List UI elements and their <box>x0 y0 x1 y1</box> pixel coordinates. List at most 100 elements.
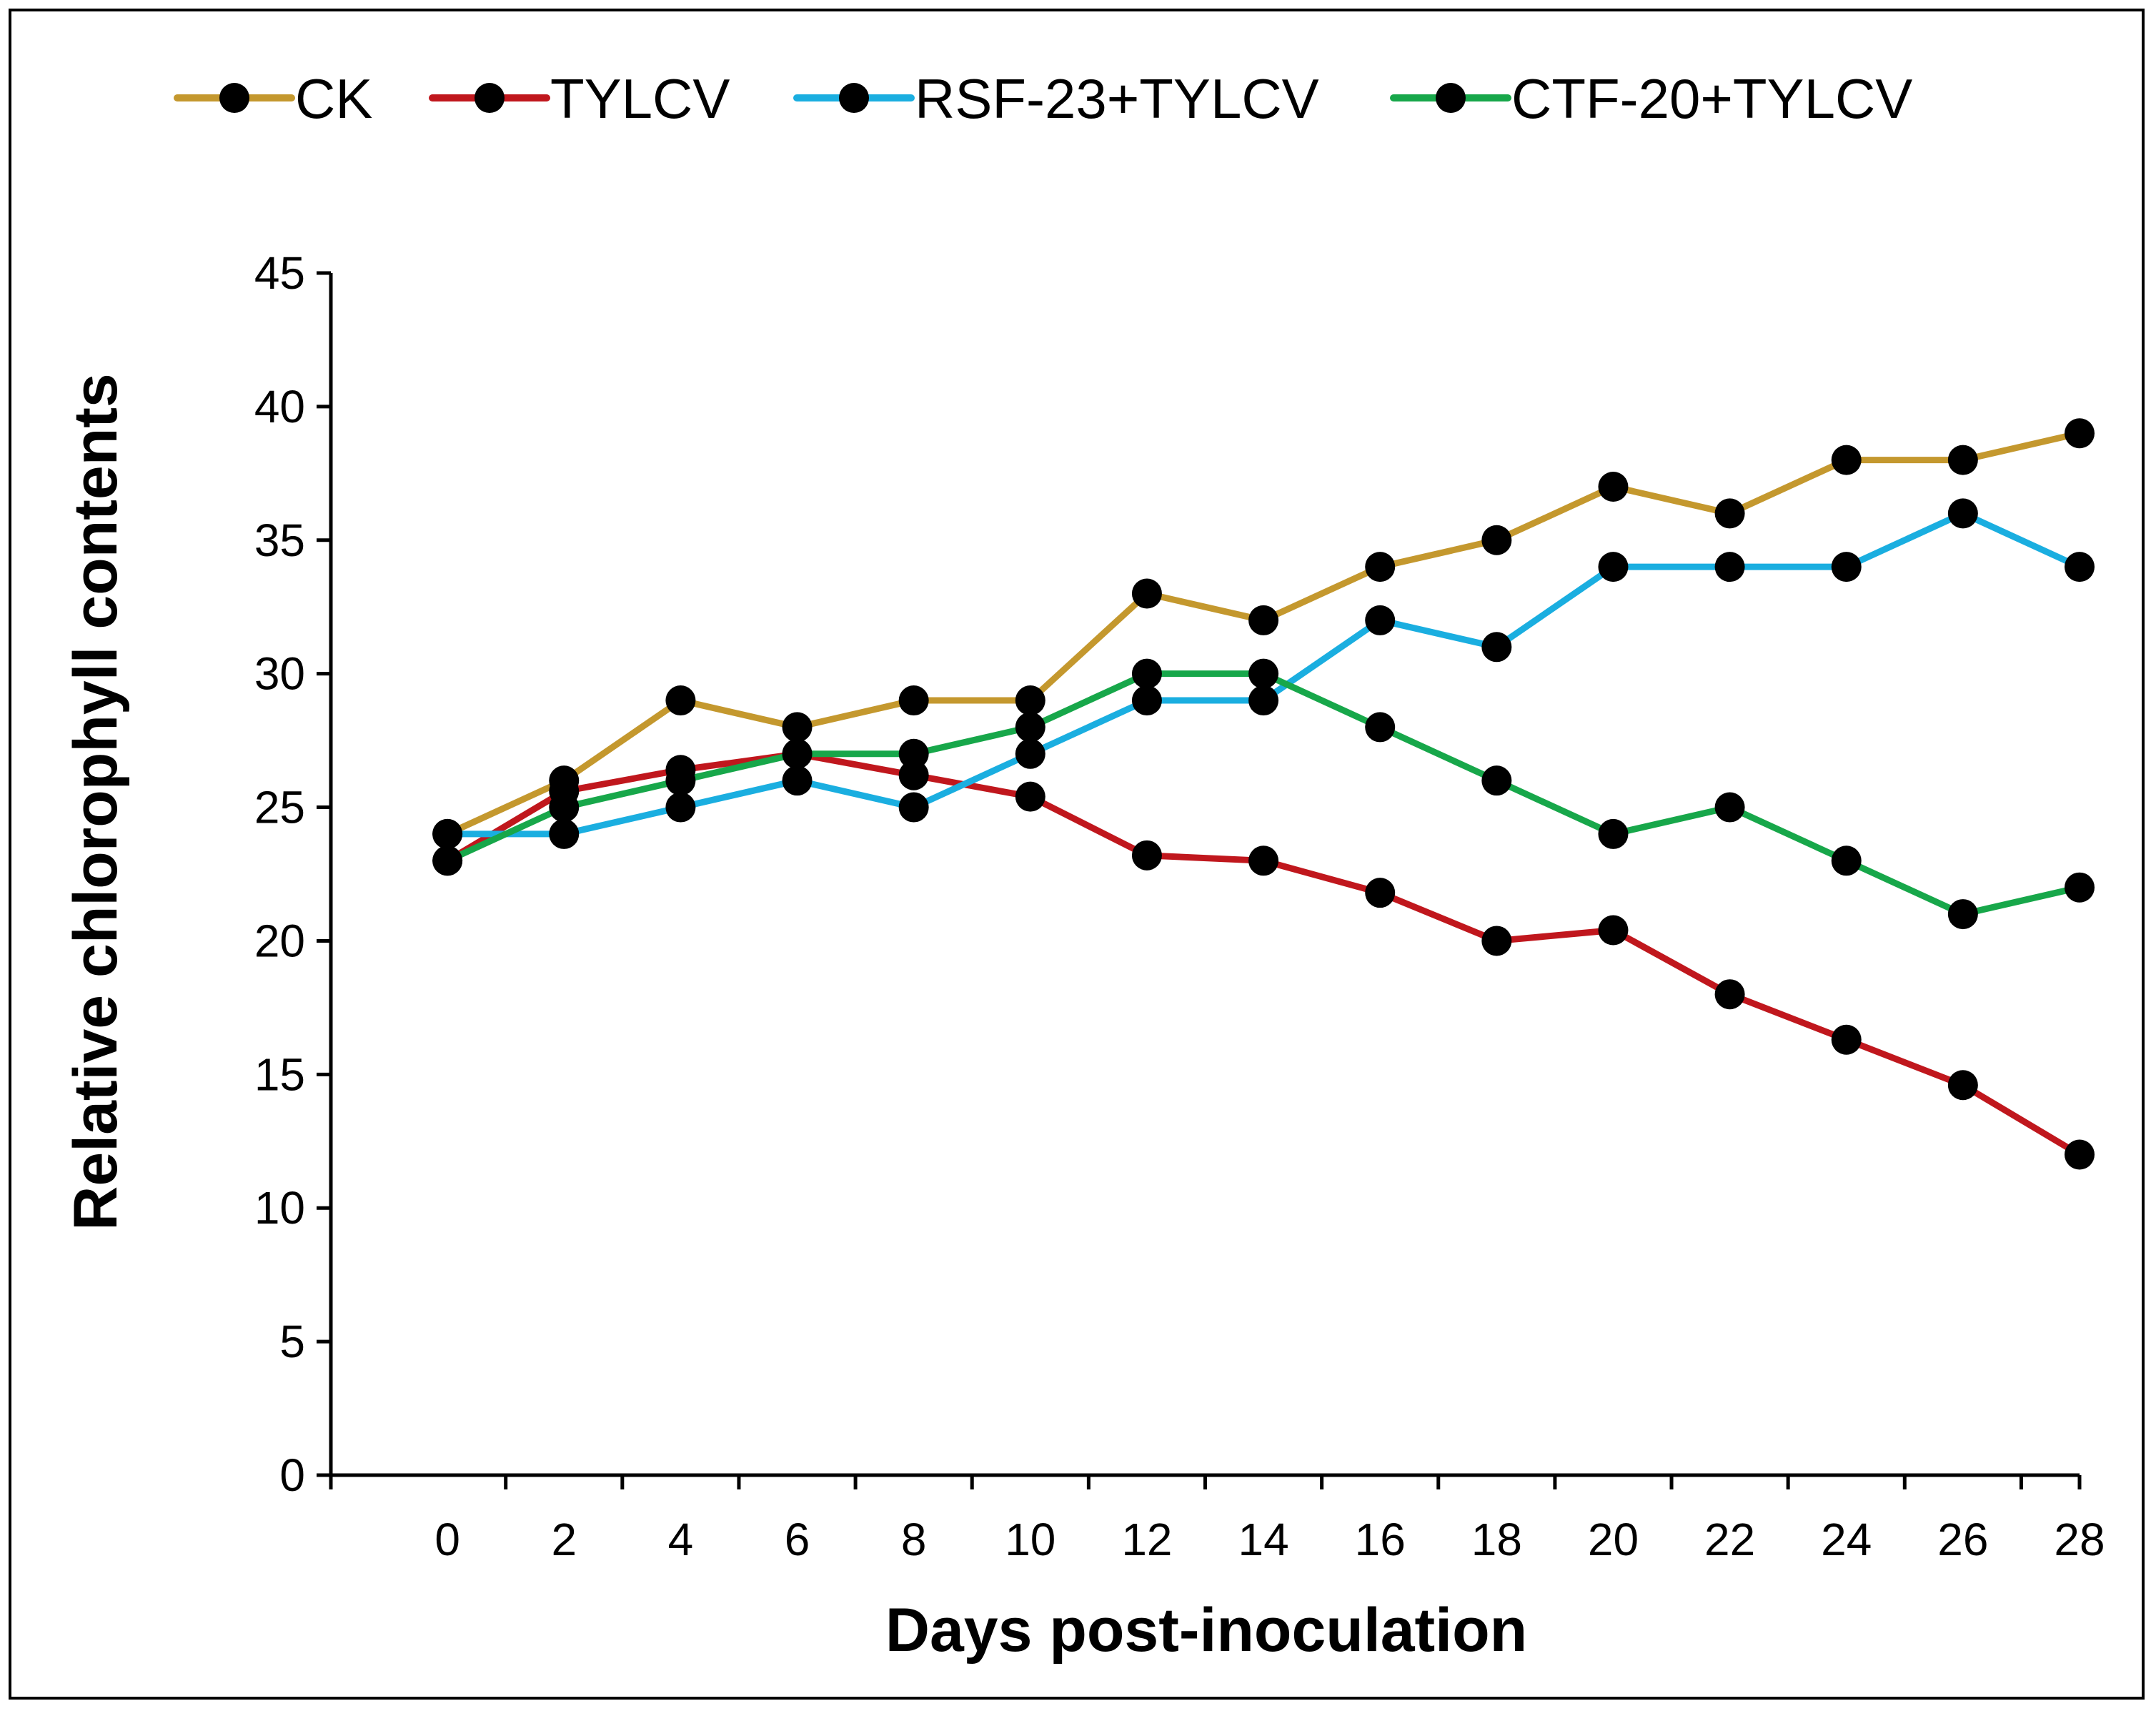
data-point <box>898 760 929 790</box>
x-ticks: 0 2 4 6 8 10 12 14 16 18 20 22 24 26 28 <box>329 1475 2105 1565</box>
x-tick-label: 22 <box>1704 1514 1755 1565</box>
data-point <box>782 712 813 743</box>
x-tick-label: 10 <box>1005 1514 1055 1565</box>
data-point <box>1714 792 1745 823</box>
data-point <box>665 765 696 796</box>
legend: CK TYLCV RSF-23+TYLCV CTF-20+TYLCV <box>174 67 1912 130</box>
data-point <box>1131 658 1162 689</box>
data-point <box>1947 445 1978 475</box>
data-point <box>1598 915 1629 946</box>
legend-label: TYLCV <box>550 67 730 130</box>
legend-label: CK <box>295 67 372 130</box>
y-tick-label: 0 <box>279 1449 305 1501</box>
y-tick-label: 45 <box>254 247 305 299</box>
x-tick-label: 14 <box>1238 1514 1288 1565</box>
y-tick-label: 40 <box>254 381 305 432</box>
data-point <box>898 738 929 769</box>
data-point <box>1598 472 1629 502</box>
data-point <box>1248 605 1279 635</box>
data-point <box>2065 1139 2095 1170</box>
data-point <box>1015 781 1045 812</box>
y-tick-label: 25 <box>254 782 305 833</box>
x-tick-label: 8 <box>901 1514 927 1565</box>
y-axis-title: Relative chlorophyll contents <box>61 373 130 1230</box>
data-point <box>1015 685 1045 716</box>
legend-item: CK <box>174 67 372 130</box>
data-point <box>2065 552 2095 582</box>
y-tick-label: 20 <box>254 915 305 966</box>
data-point <box>1831 1024 1862 1055</box>
data-point <box>665 792 696 823</box>
data-point <box>1481 525 1512 555</box>
x-tick-label: 24 <box>1821 1514 1872 1565</box>
y-tick-label: 5 <box>279 1316 305 1367</box>
data-point <box>1481 765 1512 796</box>
legend-label: RSF-23+TYLCV <box>915 67 1319 130</box>
data-point <box>432 818 463 849</box>
data-point <box>1248 845 1279 876</box>
legend-label: CTF-20+TYLCV <box>1511 67 1912 130</box>
data-point <box>782 738 813 769</box>
data-point <box>1714 498 1745 529</box>
legend-item: TYLCV <box>429 67 730 130</box>
data-point <box>1831 845 1862 876</box>
data-point <box>1831 445 1862 475</box>
x-tick-label: 2 <box>551 1514 577 1565</box>
data-point <box>1714 552 1745 582</box>
data-point <box>782 765 813 796</box>
data-point <box>1598 818 1629 849</box>
data-point <box>1131 840 1162 871</box>
data-point <box>1365 552 1396 582</box>
y-ticks: 0 5 10 15 20 25 30 35 40 45 <box>254 247 331 1501</box>
legend-item: CTF-20+TYLCV <box>1390 67 1912 130</box>
data-point <box>1481 926 1512 956</box>
data-point <box>1481 632 1512 663</box>
x-tick-label: 28 <box>2054 1514 2105 1565</box>
data-point <box>1015 712 1045 743</box>
data-point <box>898 685 929 716</box>
x-tick-label: 16 <box>1355 1514 1406 1565</box>
x-tick-label: 20 <box>1588 1514 1639 1565</box>
data-point <box>1365 878 1396 908</box>
legend-swatch-marker <box>839 83 869 113</box>
data-point <box>1365 605 1396 635</box>
x-axis-title: Days post-inoculation <box>885 1596 1527 1665</box>
y-tick-label: 35 <box>254 515 305 566</box>
y-tick-label: 10 <box>254 1182 305 1234</box>
data-point <box>432 845 463 876</box>
data-point <box>1015 738 1045 769</box>
legend-swatch-marker <box>475 83 505 113</box>
x-tick-label: 6 <box>785 1514 810 1565</box>
y-tick-label: 15 <box>254 1048 305 1100</box>
data-point <box>1947 899 1978 930</box>
data-point <box>1131 578 1162 609</box>
data-point <box>898 792 929 823</box>
legend-swatch-marker <box>219 83 249 113</box>
data-point <box>549 818 580 849</box>
data-point <box>1598 552 1629 582</box>
series-markers <box>432 418 2095 1170</box>
data-point <box>1947 1070 1978 1101</box>
data-point <box>2065 418 2095 449</box>
legend-item: RSF-23+TYLCV <box>793 67 1319 130</box>
data-point <box>1947 498 1978 529</box>
data-point <box>549 792 580 823</box>
legend-swatch-marker <box>1436 83 1466 113</box>
x-tick-label: 4 <box>668 1514 694 1565</box>
chart-frame <box>9 9 2145 1700</box>
data-point <box>665 685 696 716</box>
x-tick-label: 18 <box>1471 1514 1522 1565</box>
y-tick-label: 30 <box>254 648 305 700</box>
data-point <box>1365 712 1396 743</box>
x-tick-label: 12 <box>1121 1514 1172 1565</box>
data-point <box>2065 872 2095 903</box>
data-point <box>1248 685 1279 716</box>
x-tick-label: 0 <box>434 1514 460 1565</box>
data-point <box>1831 552 1862 582</box>
data-point <box>1714 979 1745 1010</box>
data-point <box>1131 685 1162 716</box>
data-point <box>1248 658 1279 689</box>
x-tick-label: 26 <box>1937 1514 1988 1565</box>
